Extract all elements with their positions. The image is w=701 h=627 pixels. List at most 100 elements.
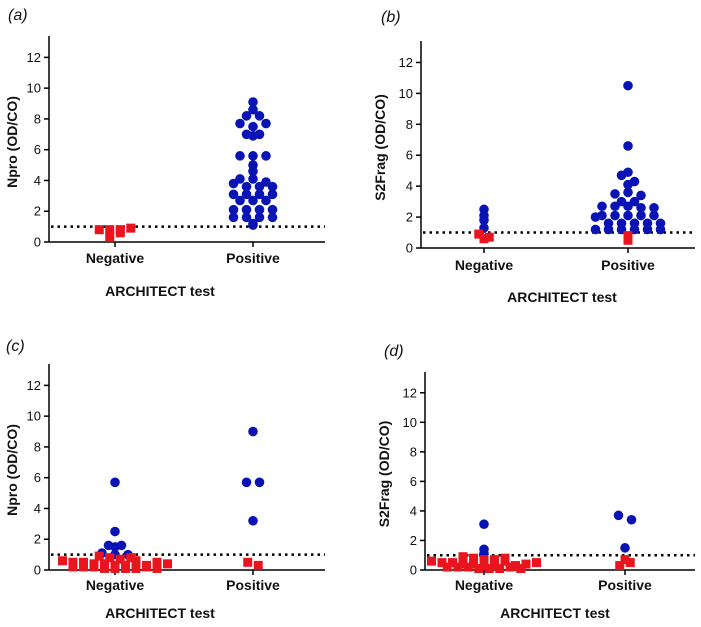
- data-point-circle: [261, 195, 271, 206]
- data-point-circle: [228, 178, 239, 189]
- data-point-square: [463, 562, 473, 572]
- data-point-square: [79, 557, 88, 567]
- data-point-square: [500, 556, 510, 566]
- data-point-square: [89, 562, 99, 572]
- data-point-circle: [228, 189, 239, 200]
- y-tick-label: 0: [34, 563, 41, 578]
- data-point-circle: [267, 212, 278, 223]
- data-point-square: [126, 223, 136, 233]
- data-point-square: [458, 559, 468, 569]
- y-tick-label: 10: [399, 86, 413, 101]
- data-point-circle: [248, 166, 258, 177]
- data-point-circle: [267, 181, 278, 192]
- data-point-circle: [267, 189, 278, 200]
- data-point-circle: [248, 131, 258, 141]
- data-point-square: [442, 562, 452, 572]
- data-point-square: [484, 564, 494, 574]
- data-point-circle: [248, 195, 258, 206]
- x-category-label: Negative: [455, 257, 514, 273]
- x-axis-title: ARCHITECT test: [507, 289, 617, 305]
- data-point-circle: [254, 212, 265, 223]
- y-tick-label: 4: [34, 173, 41, 188]
- data-point-circle: [623, 201, 633, 212]
- data-point-circle: [636, 190, 646, 201]
- y-axis-title: S2Frag (OD/CO): [372, 94, 388, 201]
- y-tick-label: 10: [403, 415, 417, 430]
- y-tick-label: 0: [34, 235, 41, 250]
- data-point-circle: [110, 542, 120, 552]
- data-point-square: [623, 231, 633, 241]
- data-point-square: [105, 553, 115, 563]
- chart-panel-4: (d) 0 2 4 6 8 10 12 Negative Positive S2Frag (OD/C…: [376, 343, 695, 621]
- x-axis-title: ARCHITECT test: [500, 605, 610, 621]
- data-point-square: [131, 563, 141, 573]
- data-point-circle: [623, 179, 633, 190]
- y-tick-label: 12: [27, 378, 41, 393]
- x-category-label: Negative: [455, 577, 514, 593]
- data-point-square: [620, 555, 630, 565]
- data-point-square: [469, 553, 478, 563]
- data-point-circle: [479, 215, 489, 225]
- data-point-circle: [261, 151, 271, 161]
- data-point-circle: [479, 519, 489, 530]
- y-axis-title: Npro (OD/CO): [4, 424, 20, 516]
- x-axis-title: ARCHITECT test: [105, 283, 215, 299]
- data-point-square: [495, 564, 505, 574]
- y-tick-label: 12: [403, 385, 417, 400]
- data-point-circle: [248, 174, 258, 184]
- data-point-square: [115, 554, 125, 564]
- panel-label: (c): [6, 338, 25, 355]
- data-point-square: [131, 556, 141, 566]
- data-point-circle: [623, 141, 633, 151]
- y-tick-label: 0: [410, 563, 417, 578]
- data-point-square: [152, 557, 162, 567]
- data-point-square: [490, 555, 499, 565]
- data-point-circle: [623, 210, 633, 221]
- data-point-circle: [261, 118, 271, 129]
- y-tick-label: 8: [34, 111, 41, 126]
- data-point-square: [100, 563, 109, 573]
- data-point-square: [68, 562, 78, 572]
- data-point-square: [105, 232, 115, 242]
- y-tick-label: 12: [27, 50, 41, 65]
- data-point-square: [623, 235, 633, 245]
- panel-label: (b): [381, 9, 401, 26]
- data-point-square: [479, 555, 489, 565]
- data-point-square: [121, 563, 130, 573]
- data-point-circle: [248, 426, 258, 437]
- data-point-square: [521, 559, 531, 569]
- data-point-square: [110, 563, 120, 573]
- data-point-circle: [248, 97, 258, 107]
- data-point-circle: [603, 224, 614, 235]
- data-point-square: [532, 558, 541, 568]
- data-point-circle: [248, 515, 258, 526]
- x-category-label: Positive: [226, 250, 280, 266]
- data-point-circle: [248, 121, 258, 132]
- data-point-circle: [636, 210, 646, 221]
- data-point-square: [105, 225, 115, 235]
- data-point-circle: [610, 201, 620, 212]
- data-point-circle: [267, 204, 278, 215]
- data-point-square: [58, 556, 67, 566]
- data-point-square: [152, 563, 162, 573]
- data-point-circle: [110, 477, 120, 488]
- data-point-square: [163, 559, 172, 569]
- data-point-circle: [228, 204, 239, 215]
- data-point-square: [474, 229, 484, 239]
- y-tick-label: 6: [406, 148, 413, 163]
- y-tick-label: 6: [34, 470, 41, 485]
- data-point-circle: [636, 203, 646, 213]
- x-category-label: Positive: [598, 577, 652, 593]
- y-tick-label: 4: [406, 179, 413, 194]
- data-point-square: [427, 556, 436, 566]
- chart-panel-3: (c) 0 2 4 6 8 10 12 Negative Positive Npro (OD/CO)…: [4, 338, 325, 621]
- y-tick-label: 12: [399, 55, 413, 70]
- data-point-circle: [610, 189, 620, 199]
- data-point-square: [68, 557, 78, 567]
- data-point-square: [511, 561, 520, 571]
- y-tick-label: 8: [406, 117, 413, 132]
- data-point-square: [625, 558, 635, 568]
- data-point-circle: [590, 224, 601, 235]
- data-point-square: [115, 228, 125, 238]
- data-point-circle: [649, 210, 659, 221]
